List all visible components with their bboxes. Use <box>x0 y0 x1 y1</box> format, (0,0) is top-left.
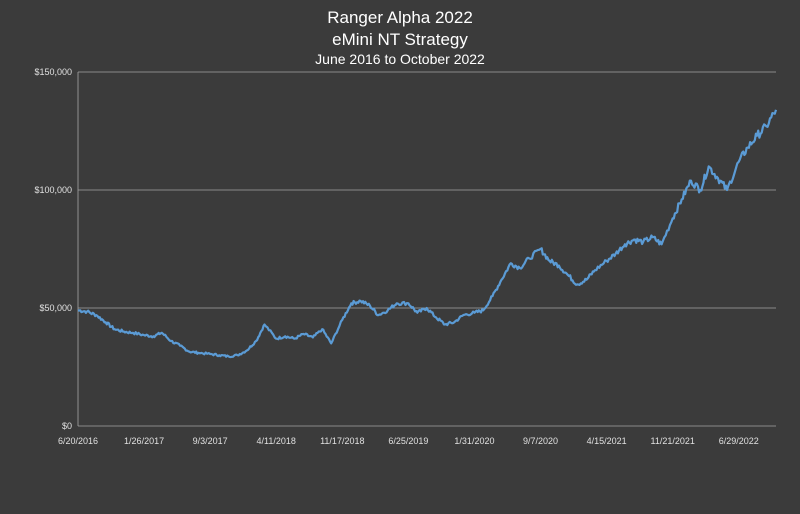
x-tick-label: 1/31/2020 <box>454 436 494 446</box>
x-tick-label: 11/21/2021 <box>650 436 694 446</box>
y-tick-label: $100,000 <box>34 185 72 195</box>
axes <box>77 72 776 427</box>
gridlines <box>78 71 776 309</box>
series-line-equity <box>77 109 778 359</box>
x-tick-label: 4/15/2021 <box>587 436 627 446</box>
x-tick-label: 11/17/2018 <box>320 436 364 446</box>
x-tick-label: 6/25/2019 <box>388 436 428 446</box>
x-tick-label: 6/29/2022 <box>719 436 759 446</box>
y-tick-label: $50,000 <box>39 303 72 313</box>
x-axis-ticks: 6/20/2016 1/26/2017 9/3/2017 4/11/2018 11/17… <box>58 436 759 446</box>
y-tick-label: $150,000 <box>34 67 72 77</box>
x-tick-label: 4/11/2018 <box>257 436 296 446</box>
y-tick-label: $0 <box>62 421 72 431</box>
series-layer <box>77 109 778 359</box>
x-tick-label: 9/3/2017 <box>193 436 228 446</box>
x-tick-label: 6/20/2016 <box>58 436 98 446</box>
chart-subtitle: eMini NT Strategy <box>332 30 468 49</box>
x-tick-label: 9/7/2020 <box>523 436 558 446</box>
chart-title: Ranger Alpha 2022 <box>327 8 473 27</box>
chart-date-range: June 2016 to October 2022 <box>315 51 485 67</box>
x-tick-label: 1/26/2017 <box>124 436 164 446</box>
y-axis-ticks: $0 $50,000 $100,000 $150,000 <box>34 67 72 431</box>
